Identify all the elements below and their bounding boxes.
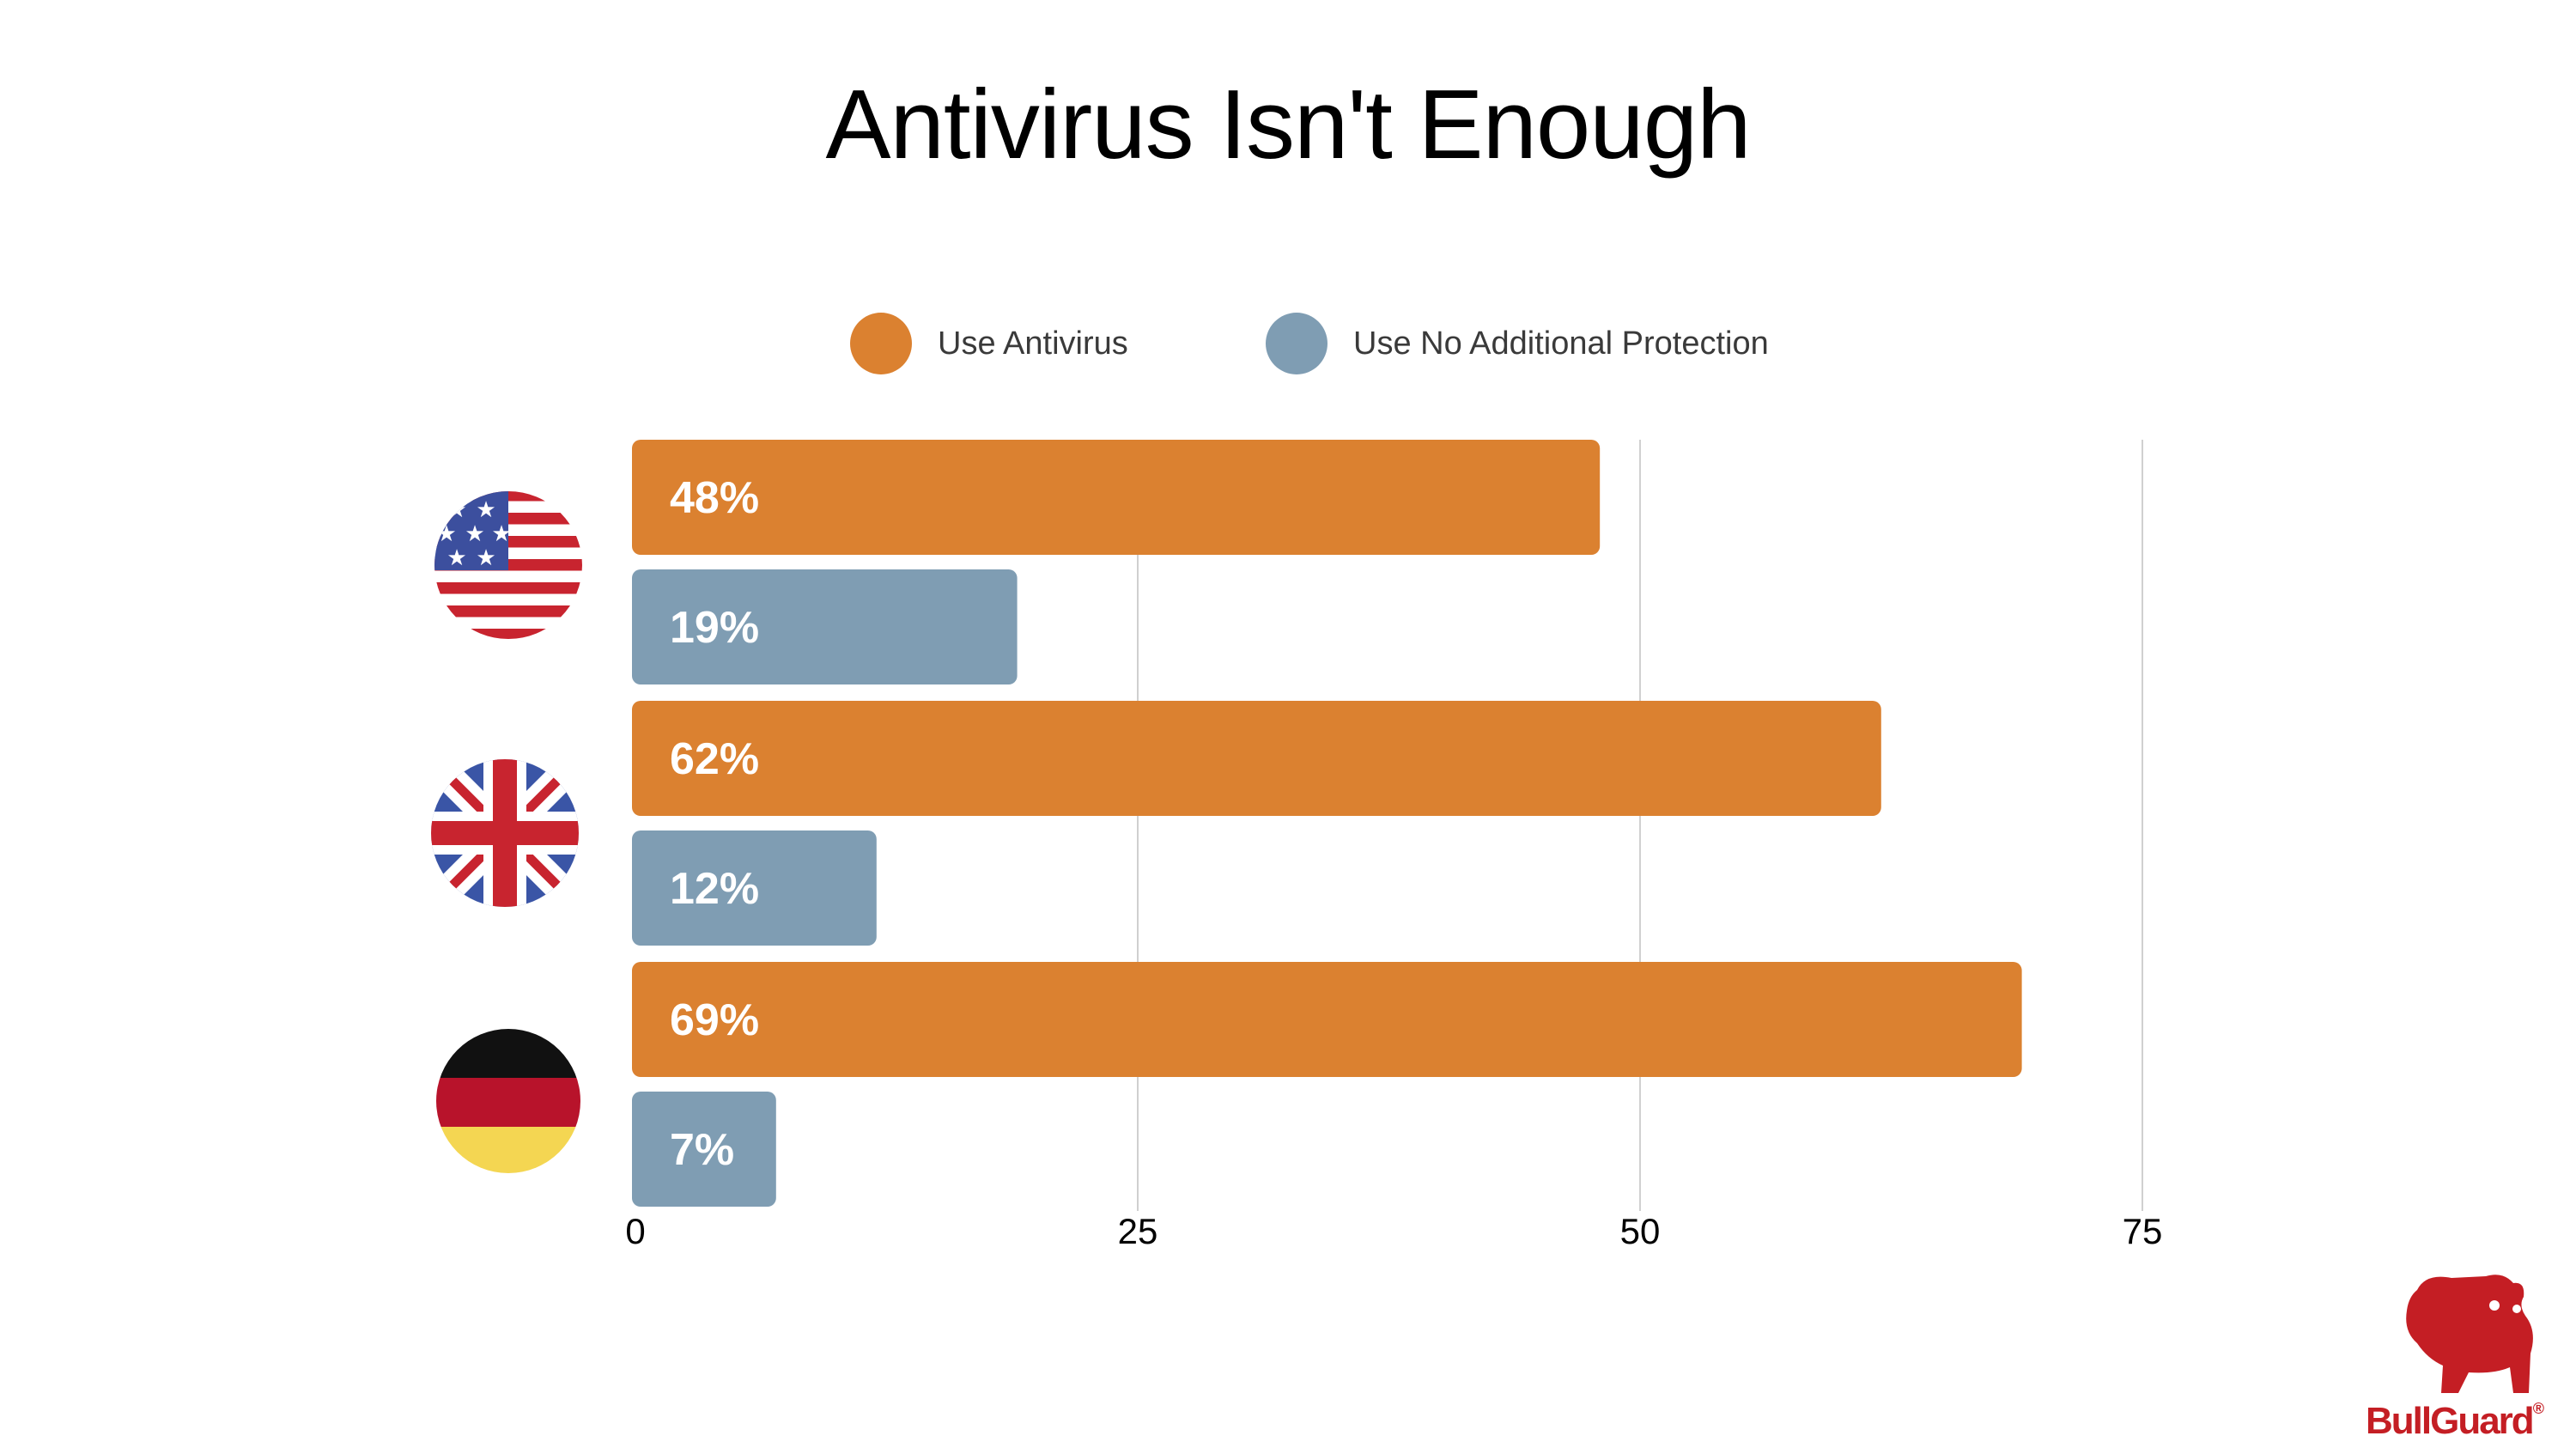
bar-no-protection-0	[632, 569, 1018, 684]
bar-antivirus-1	[632, 701, 1881, 816]
svg-text:★: ★	[436, 521, 456, 547]
bar-antivirus-2	[632, 962, 2022, 1077]
bar-data-label: 12%	[670, 864, 759, 914]
bar-data-label: 62%	[670, 734, 759, 784]
legend-swatch-no-protection	[1266, 313, 1327, 374]
svg-text:★: ★	[476, 545, 495, 571]
uk-flag-icon	[431, 759, 579, 907]
svg-text:★: ★	[465, 521, 484, 547]
bar-antivirus-0	[632, 440, 1601, 555]
legend-label-no-protection: Use No Additional Protection	[1353, 325, 1769, 362]
chart-title: Antivirus Isn't Enough	[825, 70, 1751, 179]
us-flag-icon: ★ ★ ★ ★ ★ ★ ★	[434, 491, 582, 639]
legend-item-antivirus: Use Antivirus	[850, 309, 1128, 378]
bar-no-protection-1	[632, 830, 877, 946]
x-axis-ticks: 0 25 50 75	[625, 1211, 2162, 1251]
svg-text:★: ★	[491, 521, 511, 547]
bar-data-label: 7%	[670, 1125, 734, 1175]
gridlines	[1137, 440, 2143, 1211]
bar-no-protection-2	[632, 1092, 776, 1207]
svg-text:★: ★	[447, 497, 466, 523]
x-tick-label: 75	[2123, 1211, 2163, 1251]
legend: Use Antivirus Use No Additional Protecti…	[0, 309, 2576, 378]
bullguard-logo: BullGuard®	[2366, 1271, 2572, 1443]
x-tick-label: 0	[625, 1211, 645, 1251]
svg-text:★: ★	[476, 497, 495, 523]
bulldog-logo-icon	[2406, 1275, 2533, 1393]
svg-text:★: ★	[447, 545, 466, 571]
legend-label-antivirus: Use Antivirus	[938, 325, 1128, 362]
legend-item-no-protection: Use No Additional Protection	[1266, 309, 1769, 378]
bar-data-label: 48%	[670, 473, 759, 523]
legend-swatch-antivirus	[850, 313, 912, 374]
logo-text: BullGuard®	[2366, 1400, 2544, 1442]
x-tick-label: 25	[1118, 1211, 1158, 1251]
bars: 48% 19% 62% 12% 69% 7%	[632, 440, 2022, 1207]
bar-data-label: 69%	[670, 995, 759, 1045]
bar-data-label: 19%	[670, 603, 759, 653]
germany-flag-icon	[436, 1029, 580, 1173]
x-tick-label: 50	[1620, 1211, 1661, 1251]
